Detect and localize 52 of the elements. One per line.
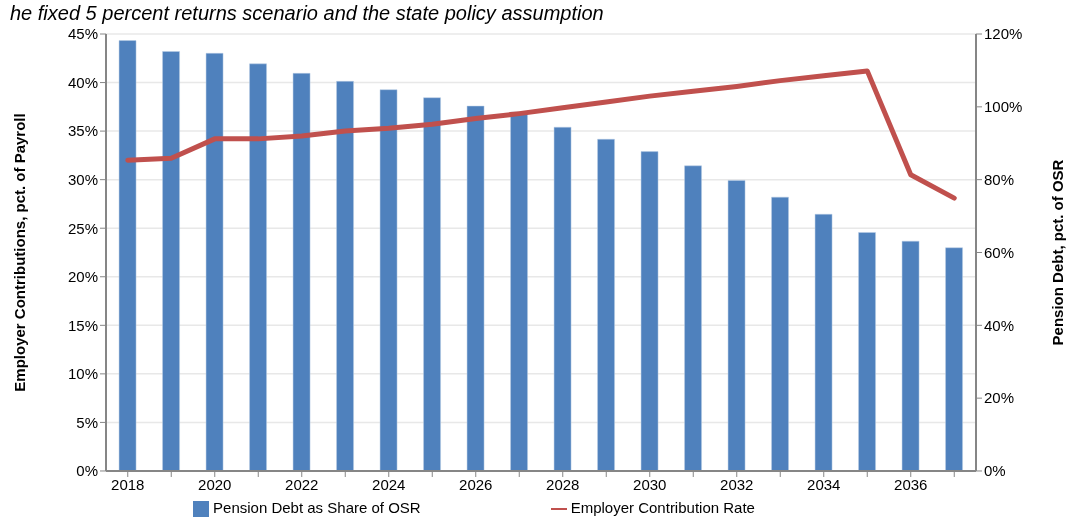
bar (162, 51, 180, 471)
bar (423, 97, 441, 471)
y-tick-label: 25% (67, 219, 98, 237)
bar (597, 138, 615, 471)
y-tick-label: 40% (67, 73, 98, 91)
bar (771, 196, 789, 471)
y-tick-label: 45% (67, 25, 98, 43)
legend-label: Employer Contribution Rate (570, 498, 755, 516)
bar (205, 53, 224, 471)
x-tick-label: 2036 (894, 475, 928, 493)
x-tick-label: 2030 (633, 475, 667, 493)
bar (118, 40, 137, 471)
y2-tick-label: 100% (984, 98, 1023, 116)
y2-tick-label: 80% (984, 170, 1015, 188)
bar (901, 240, 920, 471)
bar (684, 165, 702, 471)
x-tick-label: 2034 (807, 475, 841, 493)
chart-title: he fixed 5 percent returns scenario and the state policy assumption (9, 2, 605, 24)
bar (858, 232, 876, 471)
x-tick-label: 2028 (546, 475, 580, 493)
bar (336, 81, 354, 471)
y-tick-label: 15% (67, 316, 98, 334)
y2-tick-label: 120% (984, 25, 1023, 43)
bar (945, 247, 963, 471)
y-tick-label: 30% (67, 170, 98, 188)
x-tick-label: 2026 (459, 475, 493, 493)
bar (292, 73, 311, 471)
y2-tick-label: 0% (984, 462, 1006, 480)
bar (814, 214, 833, 471)
y2-tick-label: 20% (984, 389, 1015, 407)
x-tick-label: 2018 (111, 475, 145, 493)
y-tick-label: 20% (67, 268, 98, 286)
x-tick-label: 2032 (720, 475, 754, 493)
bar (553, 126, 572, 471)
bar (249, 63, 267, 471)
bar (510, 111, 528, 471)
x-tick-label: 2022 (285, 475, 319, 493)
y-tick-label: 35% (67, 122, 98, 140)
bar (727, 180, 746, 471)
bar (379, 89, 398, 471)
y2-tick-label: 40% (984, 316, 1015, 334)
x-tick-label: 2020 (198, 475, 232, 493)
legend-label: Pension Debt as Share of OSR (213, 498, 421, 516)
y-axis-title: Employer Contributions, pct. of Payroll (11, 113, 29, 392)
y2-axis-title: Pension Debt, pct. of OSR (1049, 159, 1067, 346)
bar (640, 151, 659, 471)
x-tick-label: 2024 (372, 475, 406, 493)
bar (466, 105, 485, 471)
y2-tick-label: 60% (984, 243, 1015, 261)
y-tick-label: 0% (76, 462, 98, 480)
y-tick-label: 5% (76, 413, 98, 431)
y-tick-label: 10% (67, 365, 98, 383)
